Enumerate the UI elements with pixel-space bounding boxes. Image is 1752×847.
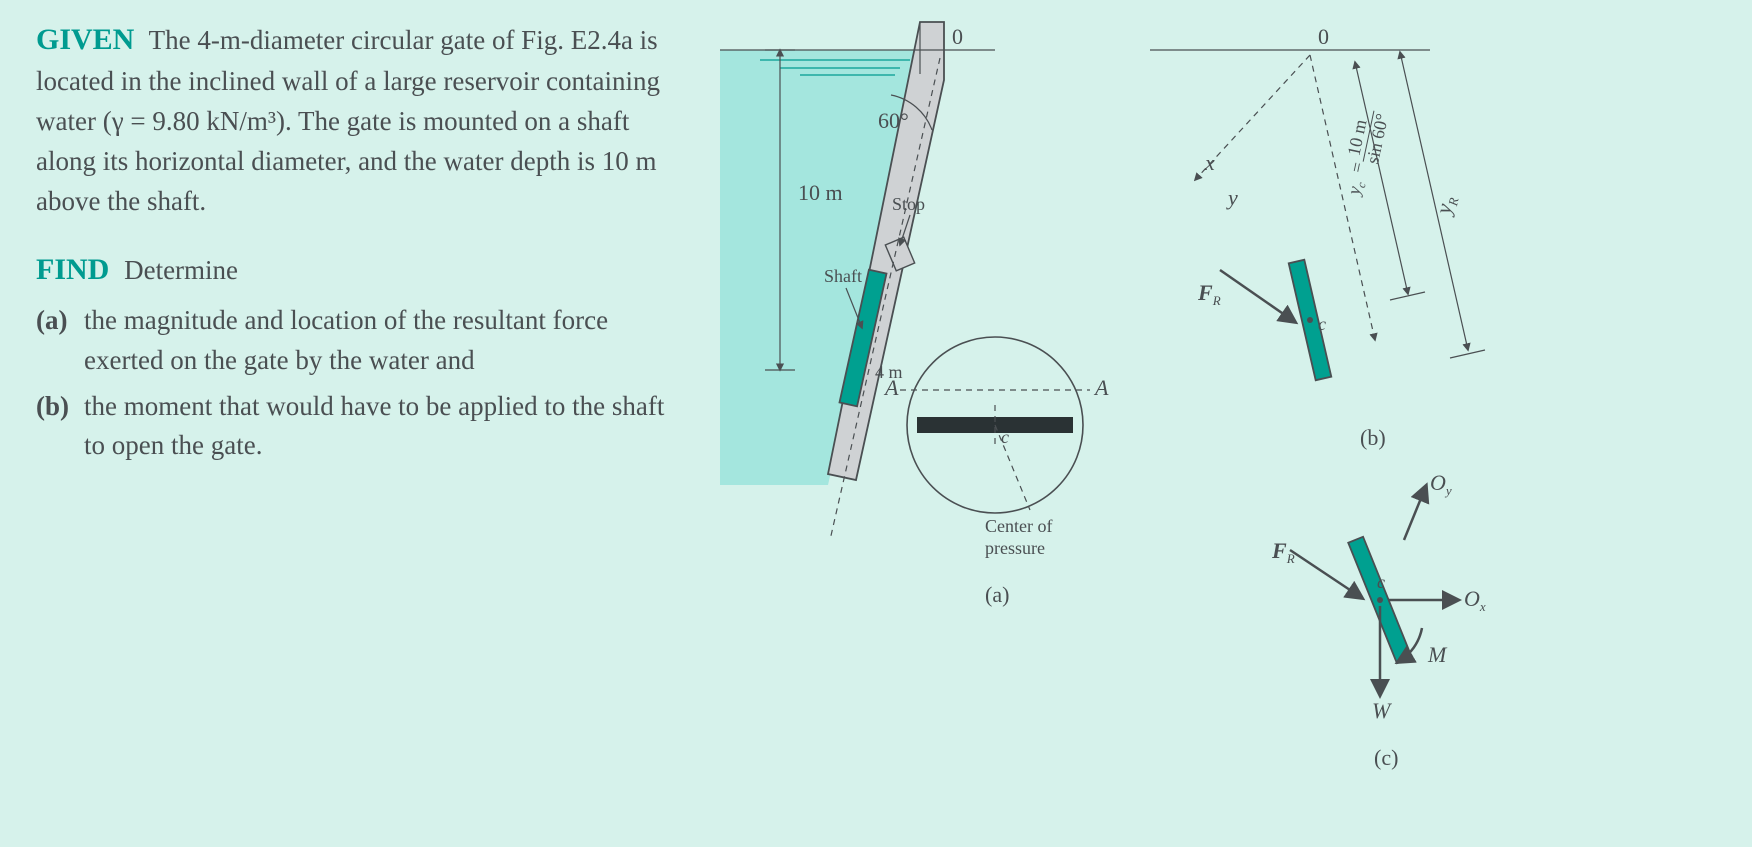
Oy-label: Oy — [1430, 470, 1452, 498]
find-body: Determine — [124, 255, 238, 285]
item-b-label: (b) — [36, 387, 84, 467]
find-para: FIND Determine — [36, 248, 690, 292]
item-a-body: the magnitude and location of the result… — [84, 301, 690, 381]
subfigure-c: c Oy Ox FR W M (c) — [1271, 470, 1486, 770]
angle-label: 60° — [878, 108, 909, 133]
cop-leader — [995, 425, 1030, 510]
axis-A-left: A — [883, 375, 899, 400]
shaft-label: Shaft — [824, 266, 862, 286]
problem-text: GIVEN The 4-m-diameter circular gate of … — [0, 0, 720, 842]
subfigure-a: 0 60° 10 m Stop — [720, 22, 1109, 607]
M-label: M — [1427, 642, 1448, 667]
FR-b-label: FR — [1197, 280, 1221, 308]
FR-arrow-b — [1220, 270, 1295, 322]
caption-a: (a) — [985, 582, 1009, 607]
caption-b: (b) — [1360, 425, 1386, 450]
given-para: GIVEN The 4-m-diameter circular gate of … — [36, 18, 690, 222]
item-a: (a) the magnitude and location of the re… — [36, 301, 690, 381]
origin-a-label: 0 — [952, 24, 963, 49]
figure-area: 0 60° 10 m Stop — [720, 0, 1752, 842]
stop-label: Stop — [892, 194, 925, 214]
x-axis-b: x — [1204, 150, 1215, 175]
item-b-body: the moment that would have to be applied… — [84, 387, 690, 467]
axis-A-right: A — [1093, 375, 1109, 400]
depth-label: 10 m — [798, 180, 843, 205]
c-in-circle: c — [1001, 427, 1009, 447]
Ox-label: Ox — [1464, 586, 1486, 614]
subfigure-b: 0 x y yc = — [1150, 24, 1485, 450]
c-b: c — [1318, 314, 1326, 334]
origin-b: 0 — [1318, 24, 1329, 49]
given-heading: GIVEN — [36, 23, 134, 56]
cop1: Center of — [985, 516, 1052, 536]
W-label: W — [1372, 698, 1392, 723]
y-axis-b: y — [1226, 185, 1238, 210]
yc-label: yc — [1343, 178, 1369, 198]
c-c: c — [1377, 572, 1385, 592]
gate-face-view: A A c — [883, 337, 1109, 513]
figure-svg: 0 60° 10 m Stop — [720, 0, 1752, 842]
yR-label: yR — [1430, 193, 1461, 218]
caption-c: (c) — [1374, 745, 1398, 770]
FR-c-label: FR — [1271, 538, 1295, 566]
cop2: pressure — [985, 538, 1045, 558]
yc-bot: sin 60° — [1362, 112, 1392, 166]
item-a-label: (a) — [36, 301, 84, 381]
find-heading: FIND — [36, 253, 109, 286]
item-b: (b) the moment that would have to be app… — [36, 387, 690, 467]
